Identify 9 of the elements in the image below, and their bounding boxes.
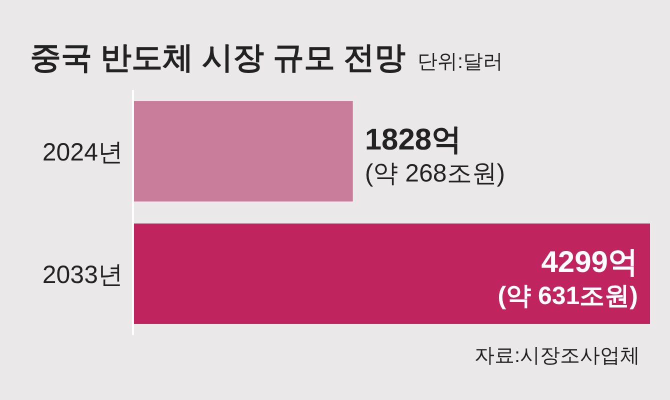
data-label: 1828억 — [364, 123, 462, 156]
chart-subtitle: 단위:달러 — [417, 51, 504, 73]
y-tick-label: 2033년 — [42, 260, 123, 289]
text: 자료:시장조사업체 — [474, 345, 640, 367]
annotation: (약 268조원) — [364, 159, 506, 188]
data-label: 4299억 — [541, 246, 638, 279]
annotation: (약 631조원) — [498, 282, 638, 310]
chart-title: 중국 반도체 시장 규모 전망 — [30, 40, 406, 75]
y-tick-label: 2024년 — [42, 138, 123, 166]
